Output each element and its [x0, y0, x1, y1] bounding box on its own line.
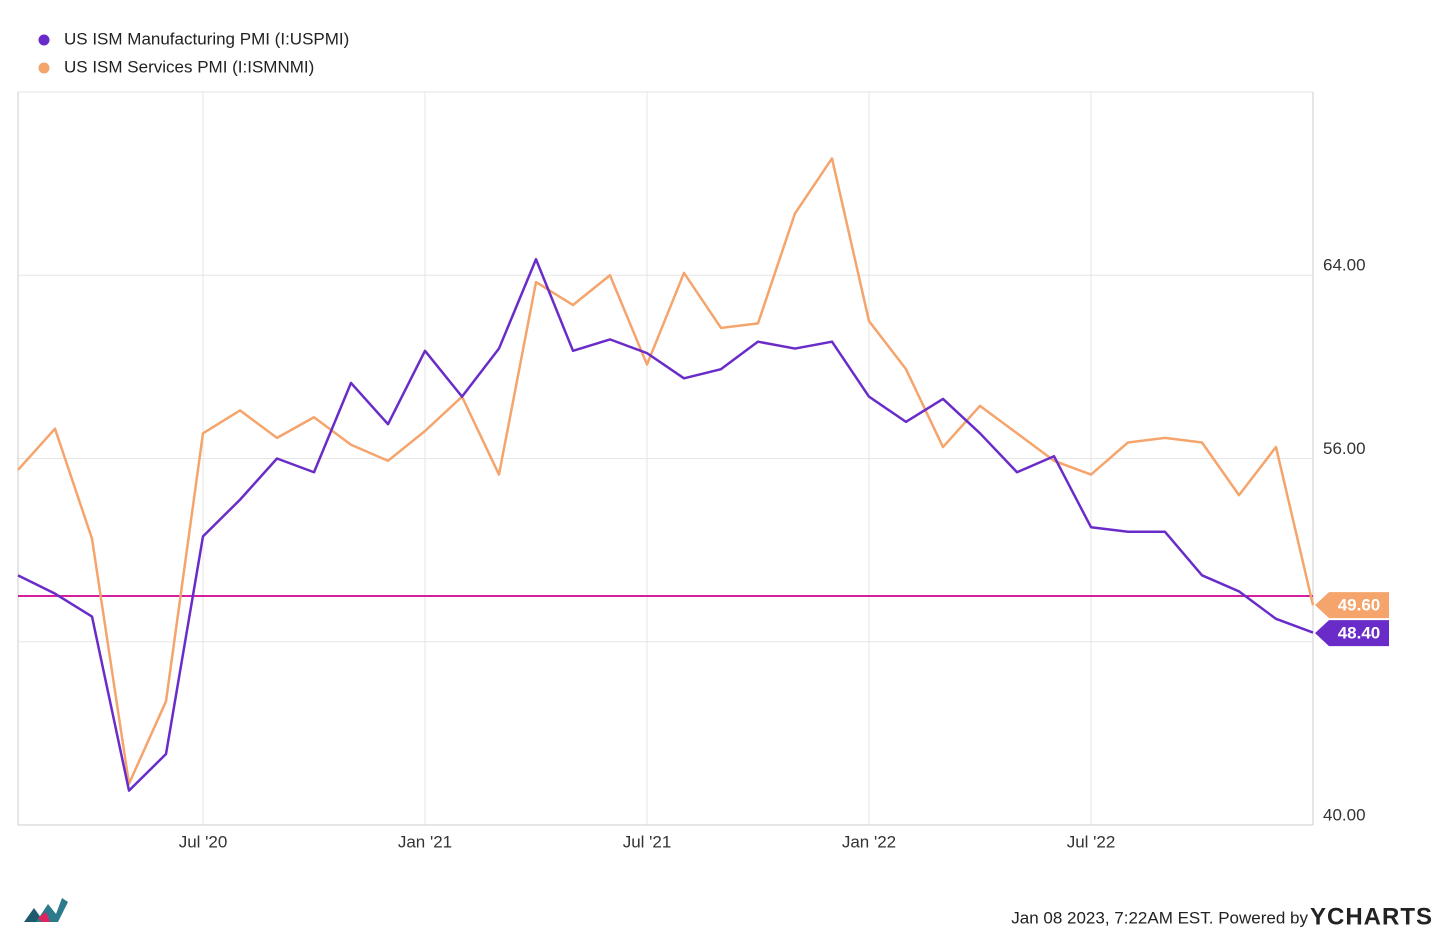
y-tick-label: 56.00	[1323, 439, 1366, 458]
x-tick-label: Jul '21	[623, 832, 672, 851]
value-label: 49.60	[1338, 596, 1381, 615]
x-tick-label: Jul '22	[1067, 832, 1116, 851]
legend-label: US ISM Manufacturing PMI (I:USPMI)	[64, 29, 349, 48]
logo-shape	[38, 912, 50, 922]
x-tick-label: Jan '21	[398, 832, 452, 851]
series-line	[17, 157, 1315, 786]
y-tick-label: 40.00	[1323, 805, 1366, 824]
brand: YCHARTS	[1310, 903, 1433, 930]
legend-label: US ISM Services PMI (I:ISMNMI)	[64, 57, 314, 76]
legend-marker	[38, 62, 50, 74]
x-tick-label: Jul '20	[179, 832, 228, 851]
series-line	[17, 257, 1314, 792]
footer: Jan 08 2023, 7:22AM EST. Powered by	[1011, 908, 1308, 927]
value-tag	[1315, 592, 1389, 619]
x-tick-label: Jan '22	[842, 832, 896, 851]
legend-marker	[38, 34, 50, 46]
value-label: 48.40	[1338, 624, 1381, 643]
value-tag	[1315, 620, 1389, 647]
logo	[24, 898, 68, 922]
y-tick-label: 64.00	[1323, 256, 1366, 275]
